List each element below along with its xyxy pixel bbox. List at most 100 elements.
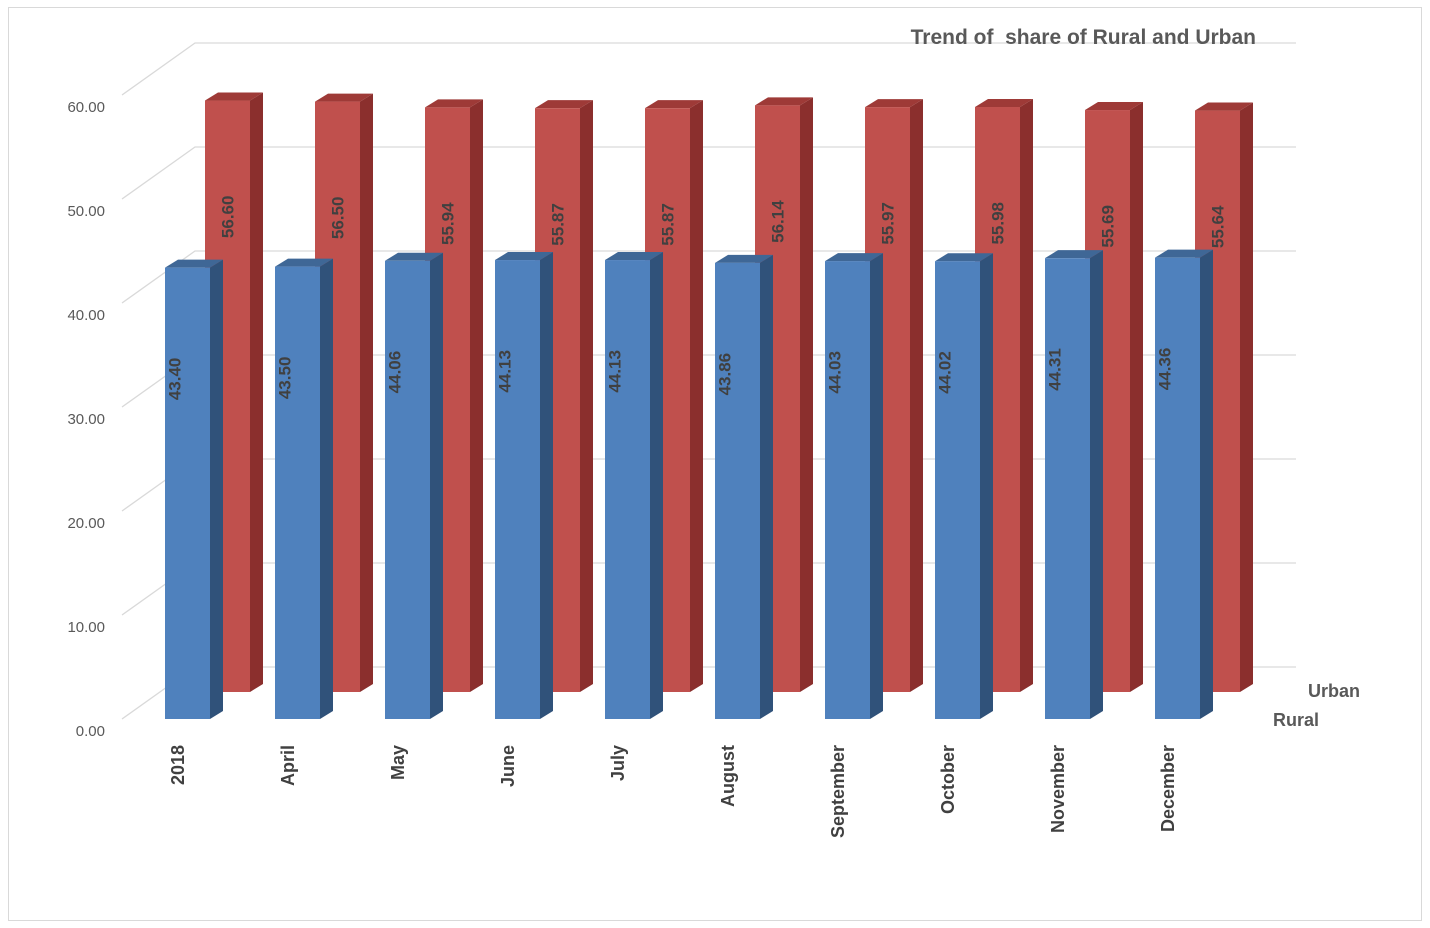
bar-front	[165, 267, 210, 719]
data-label-urban: 55.87	[549, 203, 568, 246]
bar-top	[495, 252, 553, 261]
x-tick-label: July	[608, 745, 628, 781]
bar-rural: 43.40	[165, 259, 223, 719]
bar-side	[1090, 250, 1103, 719]
gridline	[121, 250, 1296, 304]
bar-top	[275, 258, 333, 267]
data-label-urban: 55.69	[1099, 205, 1118, 248]
bar-top	[165, 259, 223, 268]
bar-top	[315, 93, 373, 102]
bar-side	[1020, 99, 1033, 692]
data-label-urban: 56.50	[329, 197, 348, 240]
bar-side	[250, 92, 263, 692]
bar-side	[540, 252, 553, 719]
bar-top	[645, 100, 703, 109]
series-name-urban: Urban	[1308, 681, 1360, 701]
rural-series-bars: 43.40 43.50 44.06 44.13 44.13 43.86 44.03 44.02…	[165, 249, 1213, 719]
y-tick-label: 60.00	[67, 99, 105, 116]
bar-front	[495, 260, 540, 719]
data-label-rural: 44.13	[496, 350, 515, 393]
bar-top	[755, 97, 813, 106]
bar-side	[980, 253, 993, 719]
x-axis-labels: 2018 April May June July August September Octob…	[168, 745, 1178, 838]
data-label-rural: 43.50	[276, 357, 295, 400]
bar-front	[1155, 257, 1200, 719]
bar-top	[1195, 102, 1253, 111]
bar-top	[865, 99, 923, 108]
bar-side	[870, 253, 883, 719]
bar-side	[470, 99, 483, 692]
data-label-rural: 43.86	[716, 353, 735, 396]
bar-side	[910, 99, 923, 692]
bar-rural: 44.03	[825, 253, 883, 719]
data-label-urban: 55.87	[659, 203, 678, 246]
x-tick-label: June	[498, 745, 518, 787]
chart-title: Trend of share of Rural and Urban	[911, 26, 1256, 49]
x-tick-label: August	[718, 745, 738, 807]
bar-side	[1130, 102, 1143, 693]
x-tick-label: November	[1048, 745, 1068, 833]
data-label-urban: 55.64	[1209, 205, 1228, 248]
data-label-urban: 56.60	[219, 196, 238, 239]
x-tick-label: May	[388, 745, 408, 780]
y-tick-label: 0.00	[76, 723, 105, 740]
bar-side	[580, 100, 593, 692]
bar-top	[535, 100, 593, 109]
bar-front	[1045, 258, 1090, 719]
data-label-urban: 56.14	[769, 200, 788, 243]
bar-top	[715, 254, 773, 263]
gridline	[121, 146, 1296, 200]
y-tick-label: 10.00	[67, 619, 105, 636]
bar-front	[825, 261, 870, 719]
data-label-rural: 43.40	[166, 358, 185, 401]
bar-top	[425, 99, 483, 108]
bar-top	[975, 99, 1033, 108]
data-label-rural: 44.13	[606, 350, 625, 393]
y-tick-label: 30.00	[67, 411, 105, 428]
bar-rural: 44.06	[385, 252, 443, 719]
bar-side	[800, 97, 813, 693]
y-axis-ticks: 0.00 10.00 20.00 30.00 40.00 50.00 60.00	[67, 99, 105, 740]
y-tick-label: 50.00	[67, 203, 105, 220]
bar-top	[385, 252, 443, 261]
gridlines	[121, 42, 1296, 720]
x-tick-label: December	[1158, 745, 1178, 832]
bar-top	[605, 252, 663, 261]
bar-front	[715, 262, 760, 719]
bar-front	[605, 260, 650, 719]
bar-side	[210, 259, 223, 719]
bar-top	[1085, 102, 1143, 111]
bar-side	[1200, 249, 1213, 719]
bar-side	[690, 100, 703, 692]
data-label-rural: 44.36	[1156, 348, 1175, 391]
bar-side	[650, 252, 663, 719]
bar-rural: 43.50	[275, 258, 333, 719]
data-label-urban: 55.97	[879, 202, 898, 245]
y-tick-label: 20.00	[67, 515, 105, 532]
bar-rural: 44.13	[605, 252, 663, 719]
bar-front	[385, 260, 430, 719]
x-tick-label: October	[938, 745, 958, 814]
bar-side	[360, 93, 373, 692]
data-label-rural: 44.31	[1046, 348, 1065, 391]
bar-side	[1240, 102, 1253, 692]
bar-rural: 44.13	[495, 252, 553, 719]
bar-front	[935, 261, 980, 719]
data-label-rural: 44.03	[826, 351, 845, 394]
bar-rural: 44.36	[1155, 249, 1213, 719]
bar-top	[1045, 250, 1103, 259]
series-name-rural: Rural	[1273, 710, 1319, 730]
bar-top	[935, 253, 993, 262]
x-tick-label: 2018	[168, 745, 188, 785]
bar-front	[275, 266, 320, 719]
bar-side	[760, 254, 773, 719]
x-tick-label: September	[828, 745, 848, 838]
bar-side	[430, 252, 443, 719]
x-tick-label: April	[278, 745, 298, 786]
bar-top	[205, 92, 263, 101]
bar-rural: 43.86	[715, 254, 773, 719]
data-label-urban: 55.94	[439, 202, 458, 245]
y-tick-label: 40.00	[67, 307, 105, 324]
data-label-rural: 44.02	[936, 351, 955, 394]
